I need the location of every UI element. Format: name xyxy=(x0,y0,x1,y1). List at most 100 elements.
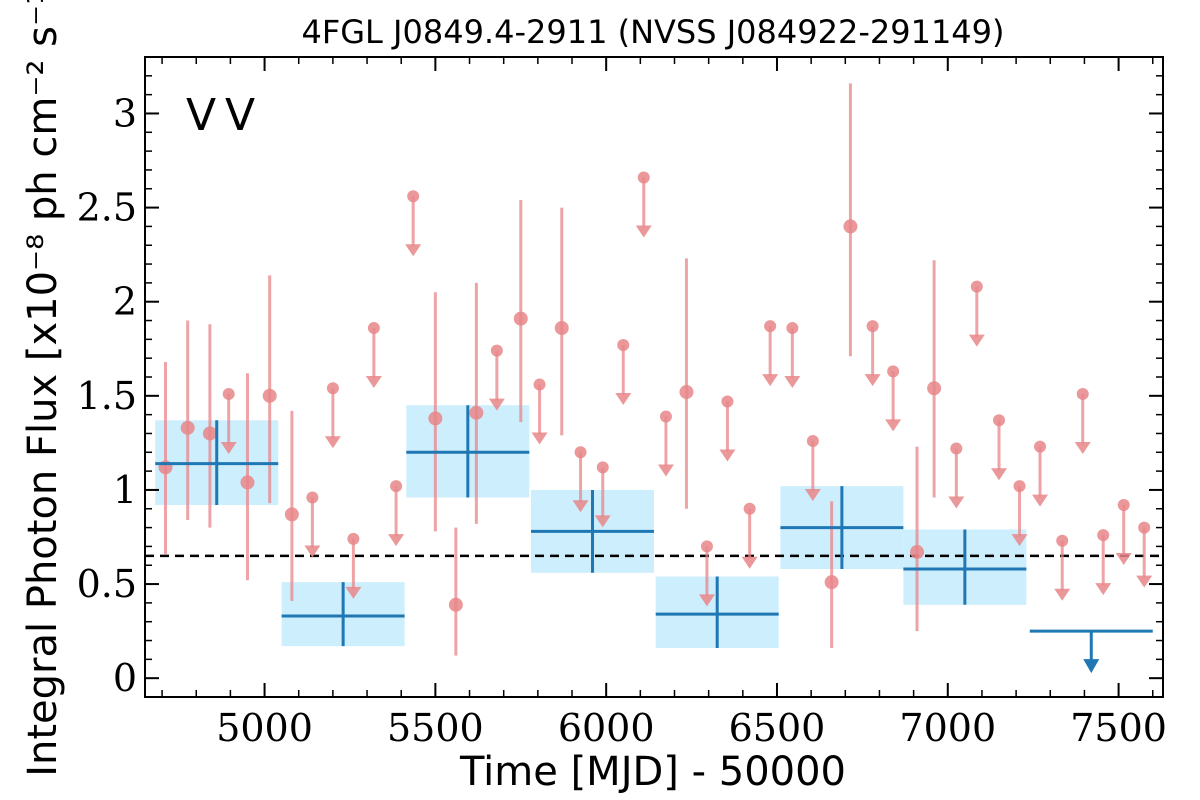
monthly-upper-limit-point xyxy=(347,532,360,545)
monthly-upper-limit-point xyxy=(993,414,1006,427)
monthly-upper-limit-arrow xyxy=(405,244,422,257)
monthly-upper-limit-arrow xyxy=(1054,588,1071,601)
monthly-upper-limit-arrow xyxy=(324,436,341,449)
monthly-upper-limit-point xyxy=(866,320,879,333)
plot-area: 5000 5500 6000 6500 7000 7500 0 0.5 1 1.5 2 2.5 3 xyxy=(77,56,1167,750)
monthly-upper-limit-point xyxy=(390,480,403,493)
monthly-upper-limit-arrow xyxy=(762,374,779,387)
monthly-upper-limit-point xyxy=(764,320,777,333)
monthly-upper-limit-point xyxy=(490,344,503,357)
monthly-upper-limit-arrow xyxy=(1115,553,1132,565)
x-tick-label: 5500 xyxy=(387,706,484,750)
monthly-upper-limit-point xyxy=(306,491,319,504)
monthly-upper-limit-point xyxy=(806,435,819,447)
monthly-upper-limit-arrow xyxy=(365,376,382,389)
monthly-upper-limit-point xyxy=(596,461,609,474)
monthly-upper-limit-point xyxy=(887,365,900,378)
monthly-upper-limit-arrow xyxy=(1136,575,1153,588)
chart-title: 4FGL J0849.4-2911 (NVSS J084922-291149) xyxy=(301,13,1004,51)
monthly-upper-limit-arrow xyxy=(719,449,736,462)
y-tick-label: 2.5 xyxy=(77,186,137,230)
monthly-upper-limit-arrow xyxy=(804,489,821,501)
monthly-upper-limit-arrow xyxy=(304,545,321,558)
y-tick-label: 1 xyxy=(113,468,137,512)
monthly-upper-limit-arrow xyxy=(531,432,548,445)
monthly-data-point xyxy=(554,321,569,336)
monthly-data-point xyxy=(824,575,839,590)
monthly-data-point xyxy=(262,388,277,403)
monthly-upper-limit-arrow xyxy=(948,496,965,509)
monthly-upper-limit-arrow xyxy=(968,334,985,347)
monthly-data-point xyxy=(843,219,858,234)
y-tick-label: 2 xyxy=(113,280,137,324)
monthly-upper-limit-point xyxy=(1013,480,1026,493)
x-tick-label: 6000 xyxy=(558,706,655,750)
monthly-upper-limit-arrow xyxy=(220,441,237,454)
monthly-upper-limit-point xyxy=(659,410,672,423)
y-tick-label: 0.5 xyxy=(77,562,137,606)
y-tick-label: 0 xyxy=(113,656,137,700)
monthly-upper-limit-point xyxy=(950,442,963,455)
monthly-upper-limit-point xyxy=(407,190,420,203)
monthly-upper-limit-point xyxy=(1097,529,1110,542)
monthly-upper-limit-arrow xyxy=(864,374,881,387)
monthly-upper-limit-point xyxy=(1034,440,1047,453)
monthly-upper-limit-arrow xyxy=(1074,441,1091,454)
monthly-data-point xyxy=(428,411,443,426)
monthly-upper-limit-arrow xyxy=(991,468,1008,481)
monthly-data-point xyxy=(679,385,694,400)
monthly-upper-limit-point xyxy=(1117,499,1130,511)
y-axis-label: Integral Photon Flux [x10⁻⁸ ph cm⁻² s⁻¹] xyxy=(20,0,66,777)
x-axis-label: Time [MJD] - 50000 xyxy=(459,749,846,795)
monthly-data-point xyxy=(513,311,528,326)
monthly-upper-limit-point xyxy=(617,339,630,351)
monthly-upper-limit-arrow xyxy=(594,515,611,528)
monthly-upper-limit-point xyxy=(533,378,546,391)
monthly-upper-limit-arrow xyxy=(615,393,632,405)
x-tick-label: 6500 xyxy=(729,706,826,750)
monthly-upper-limit-arrow xyxy=(388,534,405,547)
monthly-upper-limit-arrow xyxy=(784,376,801,389)
monthly-upper-limit-point xyxy=(786,322,799,335)
monthly-upper-limit-point xyxy=(970,280,983,293)
x-tick-label: 5000 xyxy=(216,706,313,750)
monthly-upper-limit-arrow xyxy=(635,225,652,238)
monthly-upper-limit-point xyxy=(326,382,339,395)
monthly-data-point xyxy=(202,426,217,441)
legend-marker-annual: V xyxy=(186,90,216,141)
monthly-upper-limit-point xyxy=(637,171,650,184)
monthly-upper-limit-point xyxy=(1076,387,1089,400)
monthly-upper-limit-arrow xyxy=(572,500,589,513)
x-tick-label: 7000 xyxy=(899,706,996,750)
monthly-upper-limit-point xyxy=(574,446,587,459)
monthly-upper-limit-arrow xyxy=(488,398,505,411)
monthly-upper-limit-arrow xyxy=(698,594,715,607)
monthly-upper-limit-point xyxy=(721,395,734,408)
monthly-data-point xyxy=(180,420,195,435)
monthly-upper-limit-arrow xyxy=(345,586,362,599)
monthly-upper-limit-point xyxy=(743,502,756,515)
monthly-upper-limit-arrow xyxy=(1032,494,1049,507)
monthly-data-point xyxy=(927,381,942,396)
monthly-upper-limit-point xyxy=(1138,521,1151,534)
monthly-upper-limit-arrow xyxy=(1095,583,1112,596)
monthly-data-point xyxy=(910,545,925,560)
monthly-upper-limit-point xyxy=(700,540,713,553)
legend-marker-monthly: V xyxy=(225,90,255,141)
annual-upper-limit-arrow xyxy=(1083,659,1100,674)
monthly-upper-limit-arrow xyxy=(741,556,758,569)
x-tick-label: 7500 xyxy=(1070,706,1167,750)
monthly-upper-limit-point xyxy=(222,387,235,400)
monthly-upper-limit-point xyxy=(367,322,380,335)
monthly-data-point xyxy=(240,475,255,490)
monthly-upper-limit-arrow xyxy=(657,464,674,477)
y-tick-label: 3 xyxy=(113,91,137,135)
y-tick-label: 1.5 xyxy=(77,374,137,418)
monthly-data-point xyxy=(469,405,484,420)
monthly-upper-limit-arrow xyxy=(885,419,902,432)
legend: V V xyxy=(186,90,255,141)
monthly-data-point xyxy=(448,597,463,612)
monthly-upper-limit-point xyxy=(1056,534,1069,547)
monthly-upper-limit-arrow xyxy=(1011,534,1028,547)
